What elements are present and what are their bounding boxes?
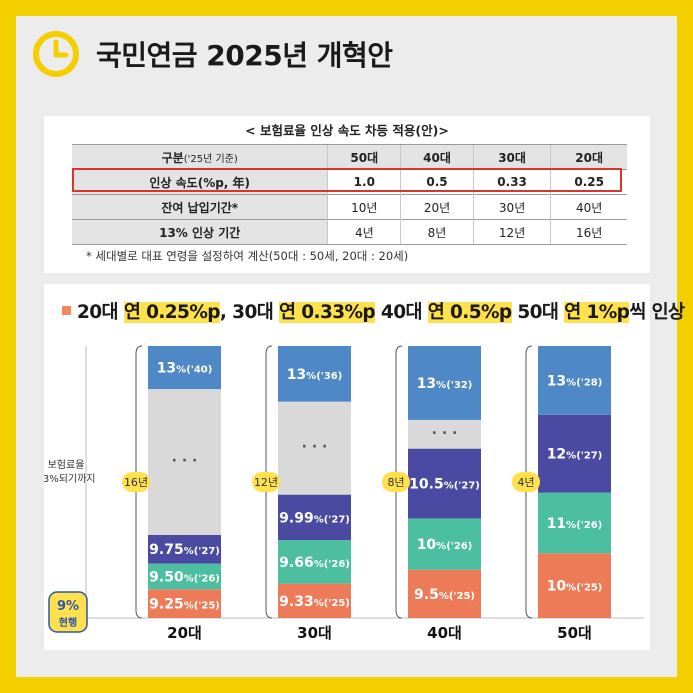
- table-cell: 0.5: [400, 169, 474, 195]
- data-label: 13%('28): [547, 373, 603, 389]
- table-row-label: 잔여 납입기간*: [72, 194, 328, 220]
- table-row-label: 인상 속도(%p, 年): [72, 169, 328, 195]
- chart-headline: 20대 연 0.25%p, 30대 연 0.33%p 40대 연 0.5%p 5…: [62, 298, 685, 324]
- years-badge: [382, 472, 410, 492]
- category-label: 30대: [297, 624, 332, 642]
- years-label: 4년: [517, 476, 534, 489]
- bar-segment: [278, 540, 351, 584]
- bar-segment: [148, 563, 221, 590]
- ellipsis-label: · · ·: [302, 439, 328, 455]
- bar-segment: [408, 448, 481, 519]
- clock-icon: [33, 31, 79, 77]
- years-label: 8년: [387, 476, 404, 489]
- table-header-cell: 20대: [550, 144, 627, 170]
- data-label: 10%('26): [417, 537, 473, 553]
- table-cell: 16년: [550, 219, 627, 245]
- current-badge: [48, 591, 88, 633]
- headline-text: 50대: [511, 302, 565, 323]
- rate-table-panel: < 보험료율 인상 속도 차등 적용(안)> 구분('25년 기준) 50대 4…: [44, 116, 650, 273]
- table-row: 잔여 납입기간* 10년 20년 30년 40년: [72, 194, 627, 220]
- data-label: 9.99%('27): [279, 510, 350, 526]
- bar-segment: [538, 414, 611, 493]
- data-label: 13%('36): [287, 367, 343, 383]
- table-cell: 4년: [327, 219, 401, 245]
- table-cell: 30년: [472, 194, 551, 220]
- current-label: 현행: [59, 616, 77, 629]
- ellipsis-label: · · ·: [172, 453, 198, 469]
- data-label: 10.5%('27): [409, 477, 480, 493]
- table-footnote: * 세대별로 대표 연령을 설정하여 계산(50대 : 50세, 20대 : 2…: [86, 249, 409, 263]
- category-label: 40대: [427, 624, 462, 642]
- table-row: 인상 속도(%p, 年) 1.0 0.5 0.33 0.25: [72, 169, 627, 195]
- rate-table: 구분('25년 기준) 50대 40대 30대 20대 인상 속도(%p, 年)…: [72, 144, 627, 245]
- bar-segment: [538, 492, 611, 554]
- rate-chart: 9.25%('25) 9.50%('26) 9.75%('27) · · · 13%('…: [44, 345, 644, 642]
- bar-segment: [538, 553, 611, 618]
- table-header-cell: 50대: [327, 144, 401, 170]
- side-label: 13%되기까지: [44, 473, 96, 485]
- bar-segment: [538, 346, 611, 415]
- bar-segment: [148, 589, 221, 618]
- table-cell: 12년: [472, 219, 551, 245]
- data-label: 9.75%('27): [149, 542, 220, 558]
- table-row: 13% 인상 기간 4년 8년 12년 16년: [72, 219, 627, 245]
- headline-highlight: 연 0.25%p: [123, 302, 221, 323]
- data-label: 13%('32): [417, 376, 473, 392]
- data-label: 9.66%('26): [279, 555, 350, 571]
- bar-segment: [408, 569, 481, 618]
- gap-segment: [148, 389, 221, 535]
- gap-segment: [278, 401, 351, 495]
- ellipsis-label: · · ·: [432, 425, 458, 441]
- headline-highlight: 연 0.5%p: [427, 302, 512, 323]
- bar-segment: [278, 494, 351, 541]
- headline-highlight: 연 1%p: [564, 302, 630, 323]
- bar-segment: [408, 518, 481, 570]
- table-header-cell: 30대: [472, 144, 551, 170]
- table-header-cell: 40대: [400, 144, 474, 170]
- bar-segment: [278, 583, 351, 618]
- data-label: 10%('25): [547, 579, 603, 595]
- table-caption: < 보험료율 인상 속도 차등 적용(안)>: [245, 123, 449, 138]
- bullet-square-icon: [62, 306, 71, 315]
- side-label: 보험료율: [48, 459, 85, 471]
- table-cell: 40년: [550, 194, 627, 220]
- table-cell: 1.0: [327, 169, 401, 195]
- years-badge: [252, 472, 280, 492]
- headline-text: 40대: [375, 302, 428, 323]
- bar-segment: [278, 346, 351, 402]
- headline-text: , 30대: [219, 302, 279, 323]
- gap-segment: [408, 419, 481, 449]
- table-header-row: 구분('25년 기준) 50대 40대 30대 20대: [72, 144, 627, 170]
- table-header-label: 구분('25년 기준): [72, 144, 328, 170]
- bar-segment: [148, 534, 221, 564]
- chart-panel: 20대 연 0.25%p, 30대 연 0.33%p 40대 연 0.5%p 5…: [44, 284, 685, 650]
- years-badge: [122, 472, 150, 492]
- table-cell: 20년: [400, 194, 474, 220]
- bar-segment: [408, 346, 481, 420]
- years-label: 16년: [124, 476, 148, 489]
- headline-highlight: 연 0.33%p: [278, 302, 376, 323]
- years-badge: [512, 472, 540, 492]
- data-label: 11%('26): [547, 516, 603, 532]
- category-label: 50대: [557, 624, 592, 642]
- table-cell: 0.25: [550, 169, 627, 195]
- table-cell: 8년: [400, 219, 474, 245]
- page-title: 국민연금 2025년 개혁안: [96, 39, 393, 72]
- data-label: 9.5%('25): [414, 587, 475, 603]
- data-label: 9.25%('25): [149, 597, 220, 613]
- data-label: 13%('40): [157, 361, 213, 377]
- table-cell: 10년: [327, 194, 401, 220]
- data-label: 9.50%('26): [149, 569, 220, 585]
- data-label: 12%('27): [547, 447, 603, 463]
- data-label: 9.33%('25): [279, 594, 350, 610]
- headline-text: 20대: [77, 302, 124, 323]
- category-label: 20대: [167, 624, 202, 642]
- table-row-label: 13% 인상 기간: [72, 219, 328, 245]
- headline-text: 씩 인상: [629, 302, 685, 323]
- years-label: 12년: [254, 476, 278, 489]
- bar-segment: [148, 346, 221, 390]
- current-value: 9%: [57, 599, 79, 614]
- table-cell: 0.33: [472, 169, 551, 195]
